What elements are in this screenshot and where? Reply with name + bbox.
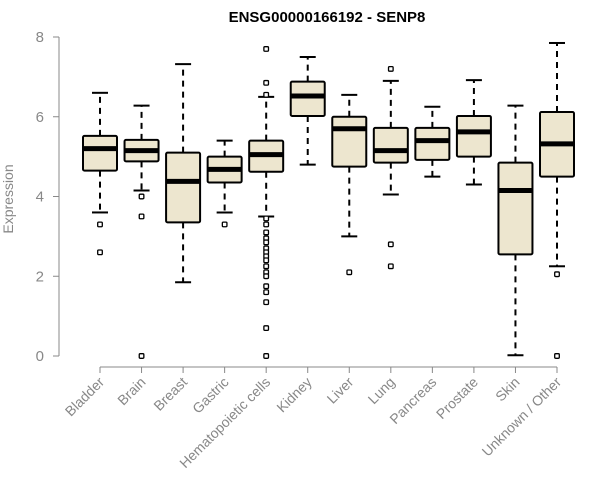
outlier-point (263, 257, 270, 264)
outlier-point (138, 353, 145, 359)
x-tick-label: Lung (365, 374, 398, 407)
box-iqr (82, 134, 118, 172)
x-tick-label: Breast (150, 374, 190, 414)
outlier-point (97, 249, 103, 256)
y-tick-label: 0 (36, 348, 44, 365)
box-group (497, 104, 534, 357)
y-tick-label: 6 (36, 109, 44, 126)
box-group (289, 55, 326, 166)
boxes-group (82, 41, 575, 359)
outlier-point (263, 283, 270, 290)
y-tick-label: 8 (36, 29, 44, 46)
outlier-point (263, 299, 270, 306)
chart-title: ENSG00000166192 - SENP8 (229, 9, 426, 26)
box-group (372, 65, 409, 270)
box-group (248, 46, 285, 359)
outlier-point (263, 263, 270, 270)
outlier-point (263, 229, 270, 236)
box-group (455, 79, 492, 186)
outlier-point (263, 353, 270, 359)
outlier-point (138, 213, 145, 220)
outlier-point (263, 273, 270, 280)
outlier-point (221, 221, 228, 228)
y-tick-label: 4 (36, 189, 44, 206)
y-tick-label: 2 (36, 268, 44, 285)
box-group (82, 91, 118, 256)
outlier-point (263, 221, 270, 228)
outlier-point (387, 241, 394, 248)
box-iqr (165, 151, 202, 224)
box-group (206, 139, 243, 228)
outlier-point (263, 46, 270, 52)
box-group (123, 104, 160, 359)
x-tick-label: Skin (492, 374, 523, 405)
box-group (539, 41, 575, 359)
outlier-point (263, 79, 270, 86)
box-group (414, 105, 451, 178)
outlier-point (263, 91, 270, 98)
box-iqr (455, 114, 492, 158)
x-tick-label: Brain (114, 374, 148, 408)
outlier-point (263, 215, 270, 222)
outlier-point (346, 269, 353, 276)
x-tick-label: Prostate (433, 374, 481, 422)
outlier-point (387, 65, 394, 72)
outlier-point (554, 271, 560, 278)
x-tick-label: Kidney (273, 374, 315, 416)
box-group (165, 63, 202, 284)
x-tick-label: Unknown / Other (479, 374, 565, 460)
outlier-point (554, 353, 560, 359)
x-tick-label: Liver (324, 374, 357, 407)
box-iqr (372, 126, 409, 164)
box-iqr (414, 126, 451, 161)
outlier-point (263, 325, 270, 332)
box-iqr (331, 115, 368, 168)
box-group (331, 93, 368, 276)
outlier-point (97, 221, 103, 228)
x-tick-label: Bladder (62, 374, 108, 420)
y-axis: 0 2 4 6 8 (36, 29, 60, 365)
box-iqr (497, 161, 534, 256)
outlier-point (263, 239, 270, 246)
outlier-point (263, 289, 270, 296)
box-iqr (289, 80, 326, 117)
outlier-point (138, 193, 145, 200)
y-axis-label: Expression (0, 164, 16, 233)
outlier-point (387, 263, 394, 270)
